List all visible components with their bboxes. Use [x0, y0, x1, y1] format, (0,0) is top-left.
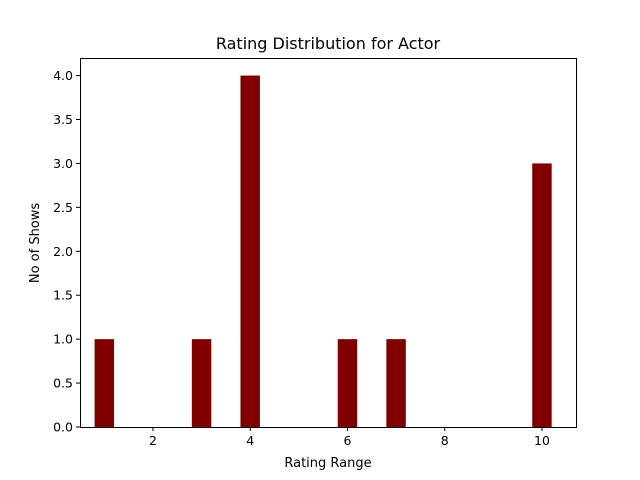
x-tick-label: 10	[534, 433, 550, 448]
bars-group	[94, 75, 552, 428]
y-tick-label: 2.0	[53, 244, 73, 259]
y-tick-label: 3.0	[53, 156, 73, 171]
bar-rating-1	[94, 339, 115, 427]
y-tick-label: 1.5	[53, 288, 73, 303]
y-tick-label: 1.0	[53, 332, 73, 347]
y-tick-label: 4.0	[53, 68, 73, 83]
x-axis-label: Rating Range	[284, 456, 371, 471]
y-tick-label: 2.5	[53, 200, 73, 215]
bar-rating-7	[386, 339, 406, 427]
bar-rating-6	[337, 339, 358, 427]
x-tick-label: 2	[149, 433, 157, 448]
y-tick-label: 0.0	[53, 420, 73, 435]
x-axis-ticks: 2 4 6 8 10	[149, 427, 550, 448]
x-tick-label: 4	[246, 433, 254, 448]
bar-rating-4	[240, 75, 260, 428]
plot-area-frame	[80, 58, 577, 428]
y-tick-label: 0.5	[53, 376, 73, 391]
y-axis-label: No of Shows	[28, 203, 43, 284]
x-tick-label: 8	[441, 433, 449, 448]
bar-rating-10	[532, 163, 552, 427]
y-axis-ticks: 0.0 0.5 1.0 1.5 2.0 2.5 3.0 3.5 4.0	[53, 68, 80, 435]
y-tick-label: 3.5	[53, 112, 73, 127]
x-tick-label: 6	[343, 433, 351, 448]
bar-rating-3	[191, 339, 212, 427]
chart-title: Rating Distribution for Actor	[216, 34, 441, 53]
